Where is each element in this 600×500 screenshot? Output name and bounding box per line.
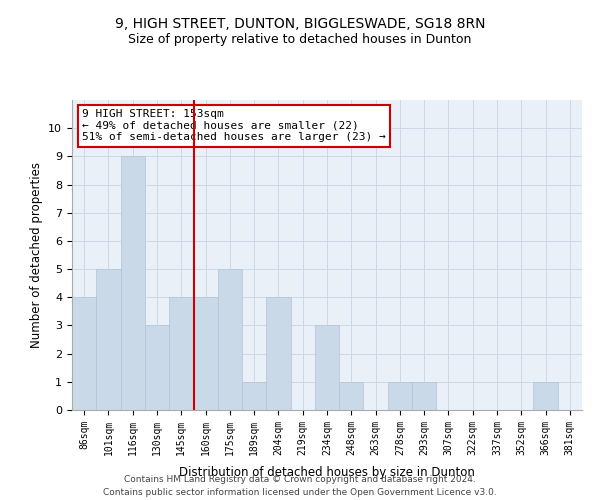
Bar bbox=[193, 298, 218, 410]
Bar bbox=[315, 326, 339, 410]
Bar bbox=[533, 382, 558, 410]
Text: Size of property relative to detached houses in Dunton: Size of property relative to detached ho… bbox=[128, 32, 472, 46]
Y-axis label: Number of detached properties: Number of detached properties bbox=[30, 162, 43, 348]
Text: 9 HIGH STREET: 153sqm
← 49% of detached houses are smaller (22)
51% of semi-deta: 9 HIGH STREET: 153sqm ← 49% of detached … bbox=[82, 110, 386, 142]
Bar bbox=[412, 382, 436, 410]
Bar bbox=[242, 382, 266, 410]
Bar bbox=[218, 269, 242, 410]
Bar bbox=[96, 269, 121, 410]
Bar bbox=[169, 298, 193, 410]
Text: Contains public sector information licensed under the Open Government Licence v3: Contains public sector information licen… bbox=[103, 488, 497, 497]
Bar bbox=[339, 382, 364, 410]
Bar bbox=[145, 326, 169, 410]
Bar bbox=[266, 298, 290, 410]
Bar bbox=[388, 382, 412, 410]
Text: Contains HM Land Registry data © Crown copyright and database right 2024.: Contains HM Land Registry data © Crown c… bbox=[124, 476, 476, 484]
Bar bbox=[72, 298, 96, 410]
Bar bbox=[121, 156, 145, 410]
X-axis label: Distribution of detached houses by size in Dunton: Distribution of detached houses by size … bbox=[179, 466, 475, 479]
Text: 9, HIGH STREET, DUNTON, BIGGLESWADE, SG18 8RN: 9, HIGH STREET, DUNTON, BIGGLESWADE, SG1… bbox=[115, 18, 485, 32]
